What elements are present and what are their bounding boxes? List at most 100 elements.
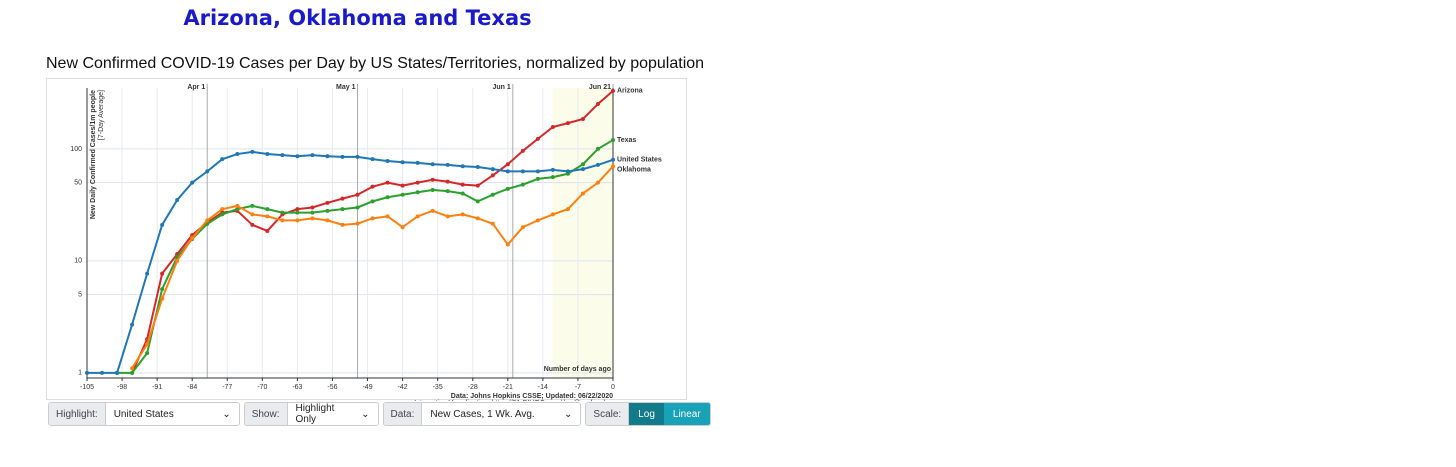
data-point	[310, 210, 315, 215]
series-line	[117, 139, 614, 374]
data-point	[475, 164, 480, 169]
x-tick-label: -84	[187, 384, 197, 391]
x-tick-label: -77	[222, 384, 232, 391]
data-point	[205, 169, 210, 174]
data-point	[160, 222, 165, 227]
x-tick-label: -49	[362, 384, 372, 391]
y-tick-label: 50	[74, 179, 82, 186]
data-point	[85, 370, 89, 375]
highlight-select[interactable]: United States	[105, 403, 239, 425]
data-point	[355, 192, 360, 197]
data-point	[580, 117, 585, 122]
data-point	[490, 167, 495, 172]
x-tick-label: -91	[152, 384, 162, 391]
series: Texas	[115, 137, 636, 375]
log-button[interactable]: Log	[629, 403, 664, 425]
series: United States	[85, 149, 662, 375]
y-tick-label: 100	[70, 146, 82, 153]
data-point	[145, 342, 150, 347]
data-point	[235, 203, 240, 208]
data-point	[400, 160, 405, 165]
data-point	[611, 138, 615, 143]
data-point	[460, 191, 465, 196]
data-point	[385, 159, 390, 164]
series-line	[87, 150, 614, 374]
data-point	[265, 207, 270, 212]
x-tick-label: -42	[398, 384, 408, 391]
data-point	[520, 182, 525, 187]
x-tick-label: -98	[117, 384, 127, 391]
data-point	[295, 210, 300, 215]
data-point	[370, 199, 375, 204]
data-point	[400, 225, 405, 230]
data-point	[400, 192, 405, 197]
data-point	[430, 162, 435, 167]
series-label: United States	[617, 157, 662, 164]
data-point	[160, 271, 165, 276]
data-point	[295, 218, 300, 223]
data-point	[355, 221, 360, 226]
data-point	[190, 180, 195, 185]
x-tick-label: -14	[538, 384, 548, 391]
show-select[interactable]: Highlight Only	[287, 403, 378, 425]
data-point	[490, 192, 495, 197]
show-control: Show: Highlight Only	[243, 402, 379, 426]
data-point	[265, 228, 270, 233]
data-point	[460, 164, 465, 169]
x-tick-label: -21	[503, 384, 513, 391]
data-point	[265, 214, 270, 219]
data-point	[430, 208, 435, 213]
y-tick-label: 10	[74, 258, 82, 265]
data-point	[385, 180, 390, 185]
data-point	[280, 218, 285, 223]
data-point	[250, 212, 255, 217]
data-point	[490, 221, 495, 226]
linear-button[interactable]: Linear	[663, 403, 710, 425]
data-point	[130, 322, 135, 327]
data-point	[475, 183, 480, 188]
data-point	[490, 173, 495, 178]
data-point	[475, 199, 480, 204]
highlight-control: Highlight: United States	[48, 402, 240, 426]
recent-shade	[552, 88, 613, 378]
control-label: Highlight:	[49, 403, 106, 425]
data-point	[130, 366, 135, 371]
data-point	[370, 157, 375, 162]
data-select[interactable]: New Cases, 1 Wk. Avg.	[422, 403, 581, 425]
data-point	[160, 296, 165, 301]
data-point	[445, 179, 450, 184]
data-point	[325, 208, 330, 213]
data-point	[415, 160, 420, 165]
data-point	[550, 167, 555, 172]
data-point	[611, 164, 615, 169]
date-label: Apr 1	[187, 84, 205, 91]
data-point	[611, 157, 615, 162]
data-point	[340, 222, 345, 227]
data-point	[520, 225, 525, 230]
date-label: Jun 21	[589, 84, 611, 91]
data-point	[175, 197, 180, 202]
data-point	[565, 207, 570, 212]
data-point	[445, 214, 450, 219]
data-point	[250, 203, 255, 208]
data-control: Data: New Cases, 1 Wk. Avg.	[382, 402, 582, 426]
series-label: Arizona	[617, 88, 643, 95]
data-point	[160, 287, 165, 292]
data-point	[565, 169, 570, 174]
data-point	[355, 154, 360, 159]
control-label: Scale:	[586, 403, 630, 425]
series: Oklahoma	[130, 164, 651, 371]
data-point	[220, 207, 225, 212]
data-point	[340, 196, 345, 201]
data-point	[535, 169, 540, 174]
data-point	[445, 189, 450, 194]
data-point	[310, 205, 315, 210]
series-label: Oklahoma	[617, 167, 651, 174]
y-tick-label: 5	[78, 291, 82, 298]
data-point	[370, 216, 375, 221]
data-point	[325, 200, 330, 205]
credit-note: Interactive Visualization: https://91-DI…	[414, 400, 613, 401]
control-label: Show:	[244, 403, 288, 425]
x-tick-label: 0	[611, 384, 615, 391]
